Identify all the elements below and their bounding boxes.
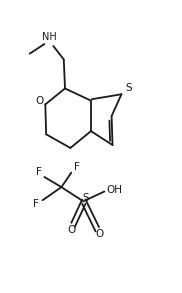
Text: F: F	[33, 199, 39, 209]
Text: OH: OH	[106, 185, 122, 195]
Text: O: O	[95, 229, 103, 239]
Text: S: S	[125, 83, 132, 93]
Text: O: O	[35, 96, 44, 106]
Text: NH: NH	[42, 32, 57, 42]
Text: F: F	[36, 167, 42, 177]
Text: O: O	[67, 224, 75, 234]
Text: F: F	[74, 162, 80, 172]
Text: S: S	[82, 193, 89, 203]
